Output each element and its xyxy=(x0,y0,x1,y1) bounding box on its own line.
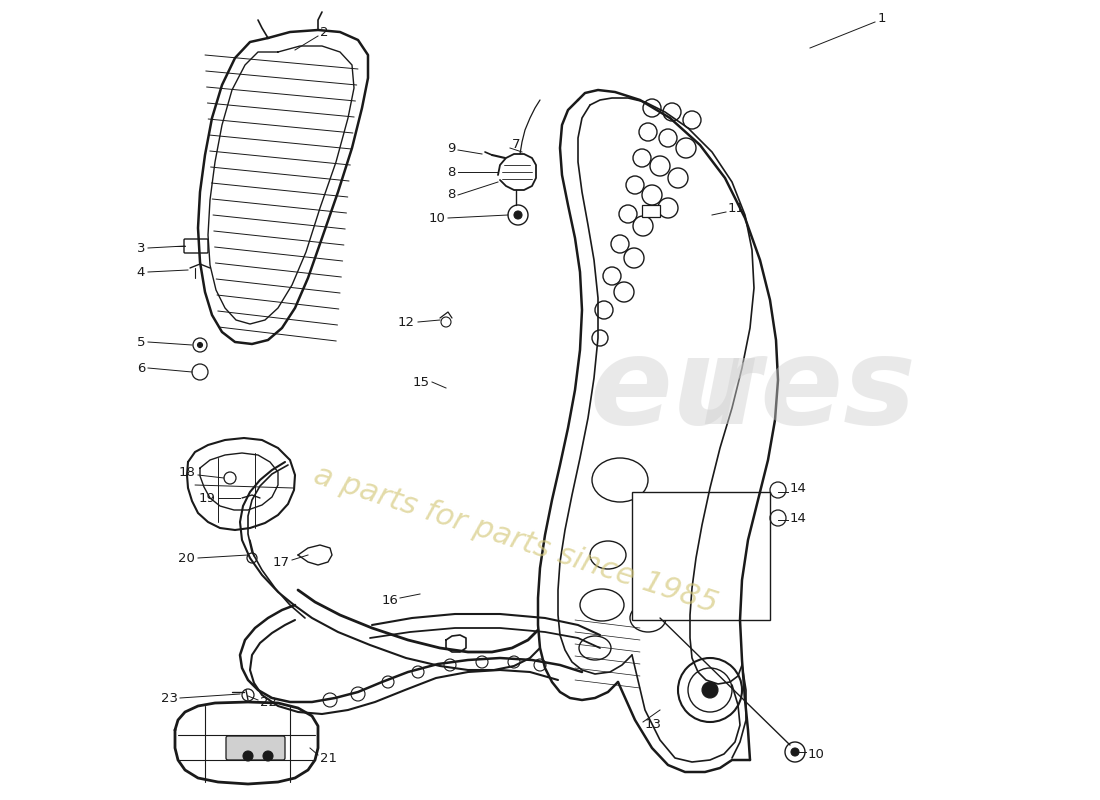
Text: 22: 22 xyxy=(260,695,277,709)
Text: 3: 3 xyxy=(136,242,145,254)
FancyBboxPatch shape xyxy=(184,239,208,253)
Text: eu: eu xyxy=(590,331,760,449)
Text: 7: 7 xyxy=(512,138,520,151)
Text: 6: 6 xyxy=(136,362,145,374)
Text: 10: 10 xyxy=(808,749,825,762)
Text: 14: 14 xyxy=(790,482,807,494)
Text: 15: 15 xyxy=(412,375,430,389)
Circle shape xyxy=(702,682,718,698)
Text: 14: 14 xyxy=(790,511,807,525)
Text: 2: 2 xyxy=(320,26,329,38)
Text: 16: 16 xyxy=(381,594,398,606)
Text: 9: 9 xyxy=(447,142,455,154)
Circle shape xyxy=(243,751,253,761)
Circle shape xyxy=(791,748,799,756)
Text: 8: 8 xyxy=(447,189,455,202)
FancyBboxPatch shape xyxy=(226,736,285,760)
Circle shape xyxy=(514,211,522,219)
Text: 11: 11 xyxy=(728,202,745,214)
Text: 18: 18 xyxy=(178,466,195,478)
Text: 21: 21 xyxy=(320,751,337,765)
Text: 19: 19 xyxy=(198,491,214,505)
Text: 4: 4 xyxy=(136,266,145,278)
Text: 17: 17 xyxy=(273,555,290,569)
Text: 1: 1 xyxy=(878,11,887,25)
Text: 5: 5 xyxy=(136,335,145,349)
FancyBboxPatch shape xyxy=(632,492,770,620)
Circle shape xyxy=(263,751,273,761)
Text: 13: 13 xyxy=(645,718,662,731)
Text: 20: 20 xyxy=(178,551,195,565)
FancyBboxPatch shape xyxy=(642,205,660,217)
Circle shape xyxy=(198,342,202,347)
Text: 8: 8 xyxy=(447,166,455,178)
Text: 23: 23 xyxy=(161,691,178,705)
Text: 10: 10 xyxy=(428,211,446,225)
Text: res: res xyxy=(700,331,916,449)
Text: 12: 12 xyxy=(398,315,415,329)
Text: a parts for parts since 1985: a parts for parts since 1985 xyxy=(310,461,722,619)
